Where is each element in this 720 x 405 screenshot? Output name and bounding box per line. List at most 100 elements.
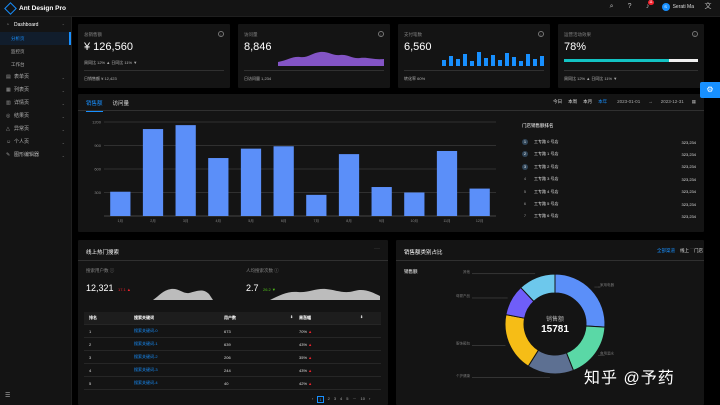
info-icon[interactable]: i <box>692 31 698 37</box>
column-header[interactable]: 周涨幅 ⇕ <box>299 315 369 321</box>
bar[interactable] <box>208 158 229 216</box>
keyword-link[interactable]: 搜索关键词-1 <box>134 341 158 346</box>
keyword-link[interactable]: 搜索关键词-3 <box>134 367 158 372</box>
pie-slice[interactable] <box>520 273 556 303</box>
range-year[interactable]: 本年 <box>598 99 608 104</box>
search-users-trend-value: 17.1 <box>117 287 126 292</box>
list-item: 2 工专路 1 号店 323,234 <box>522 150 696 158</box>
date-input[interactable]: 2023-01-01 → 2023-12-31 ▦ <box>613 99 696 105</box>
bar[interactable] <box>338 154 360 216</box>
bar[interactable] <box>469 188 490 216</box>
chevron-down-icon: ⌄ <box>61 88 65 93</box>
store-sales: 323,234 <box>681 151 696 157</box>
keyword-link[interactable]: 搜索关键词-4 <box>134 380 158 385</box>
search-icon[interactable]: ⌕ <box>609 3 614 10</box>
prev-page-button[interactable]: ‹ <box>312 396 314 401</box>
range-week[interactable]: 本周 <box>568 99 578 104</box>
user-menu[interactable]: S Serati Ma <box>661 3 694 11</box>
sidebar-group-exception[interactable]: △ 异常页 ⌄ <box>0 123 71 136</box>
more-icon[interactable]: ··· <box>690 246 696 252</box>
x-tick-label: 12月 <box>476 218 484 223</box>
payments-mini-bar-chart <box>442 52 544 66</box>
keyword-link[interactable]: 搜索关键词-2 <box>134 354 158 359</box>
table-row: 5 搜索关键词-4 40 42% ▲ <box>84 377 381 390</box>
caret-up-icon: ▲ <box>307 367 313 373</box>
store-sales: 323,234 <box>681 176 696 182</box>
column-header[interactable]: 用户数 ⇕ <box>224 315 299 321</box>
range-month[interactable]: 本月 <box>583 99 593 104</box>
sidebar-item-workplace[interactable]: 工作台 <box>11 62 25 67</box>
bar[interactable] <box>436 150 458 216</box>
info-icon[interactable]: i <box>538 31 544 37</box>
range-today[interactable]: 今日 <box>553 99 563 104</box>
menu-fold-icon[interactable]: ☰ <box>5 393 11 399</box>
bar[interactable] <box>273 146 294 216</box>
sidebar-item-monitor[interactable]: 监控页 <box>11 49 25 54</box>
chevron-down-icon: ⌄ <box>61 75 65 80</box>
bar[interactable] <box>404 192 425 217</box>
store-name: 工专路 3 号店 <box>534 176 559 182</box>
caret-up-icon: ▲ <box>307 328 313 334</box>
page-item[interactable]: 10 <box>360 396 365 401</box>
sidebar-group-profile[interactable]: ▥ 详情页 ⌄ <box>0 97 71 110</box>
sidebar-group-form[interactable]: ▤ 表单页 ⌄ <box>0 71 71 84</box>
store-name: 工专路 0 号店 <box>534 139 559 144</box>
store-sales: 323,234 <box>681 139 696 145</box>
bar[interactable] <box>371 187 392 216</box>
page-item[interactable]: 1 <box>317 396 324 403</box>
sidebar-group-label: Dashboard <box>14 22 39 28</box>
info-icon[interactable]: i <box>218 31 224 37</box>
sidebar-group-dashboard[interactable]: ◔ Dashboard ⌃ <box>0 19 71 32</box>
page-item[interactable]: 3 <box>333 396 337 401</box>
tab-online[interactable]: 线上 <box>680 248 689 253</box>
share-title: 销售额类别占比 <box>404 250 443 256</box>
chevron-down-icon: ⌄ <box>61 153 65 158</box>
pie-slice-label: 母婴产品 <box>456 293 470 298</box>
more-icon[interactable]: ··· <box>374 246 380 252</box>
bell-icon[interactable]: ♪ 11 <box>645 0 655 10</box>
bar[interactable] <box>240 148 262 216</box>
list-item: 3 工专路 2 号店 323,234 <box>522 163 696 171</box>
stat-title: 支付笔数 <box>404 32 422 37</box>
keyword-link[interactable]: 搜索关键词-0 <box>134 328 158 333</box>
info-icon[interactable]: ⓘ <box>109 268 115 273</box>
tab-store[interactable]: 门店 <box>694 248 703 253</box>
keyword-link-wrap: 搜索关键词-0 <box>134 328 224 334</box>
info-icon[interactable]: i <box>378 31 384 37</box>
translate-icon[interactable]: 文 <box>704 3 712 10</box>
rank-number: 2 <box>522 151 528 158</box>
change-cell-wrap: 43% ▲ <box>299 342 369 347</box>
sidebar-group-editor[interactable]: ✎ 图形编辑器 ⌄ <box>0 149 71 162</box>
x-tick-label: 2月 <box>150 218 156 223</box>
page-item[interactable]: 4 <box>340 396 343 401</box>
sidebar-group-result[interactable]: ◎ 结果页 ⌄ <box>0 110 71 123</box>
sidebar-group-account[interactable]: ☺ 个人页 ⌄ <box>0 136 71 149</box>
rank-number: 4 <box>524 177 526 182</box>
settings-drawer-button[interactable]: ⚙ <box>700 82 720 98</box>
bar[interactable] <box>110 191 131 216</box>
pie-slice[interactable] <box>504 314 540 367</box>
pie-subtitle: 销售额 <box>404 269 418 275</box>
app-logo[interactable]: Ant Design Pro <box>5 3 66 13</box>
sidebar-group-label: 表单页 <box>14 74 30 80</box>
sidebar-item-analysis[interactable]: 分析页 <box>0 32 71 45</box>
page-item[interactable]: ··· <box>352 396 357 401</box>
tab-visits[interactable]: 访问量 <box>112 101 130 107</box>
dashboard-icon: ◔ <box>6 22 10 28</box>
info-icon[interactable]: ⓘ <box>274 268 279 273</box>
sidebar-group-list[interactable]: ▦ 列表页 ⌄ <box>0 84 71 97</box>
tab-sales[interactable]: 销售额 <box>86 99 103 112</box>
bar[interactable] <box>142 129 164 216</box>
page-item[interactable]: 5 <box>346 396 349 401</box>
chevron-down-icon: ⌄ <box>61 140 65 145</box>
help-icon[interactable]: ? <box>627 3 632 10</box>
tab-all-channels[interactable]: 全部渠道 <box>657 248 675 253</box>
next-page-button[interactable]: › <box>368 396 371 401</box>
search-title: 线上热门搜索 <box>86 250 120 256</box>
bar[interactable] <box>306 194 327 216</box>
date-range-picker: 今日 本周 本月 本年 2023-01-01 → 2023-12-31 ▦ <box>553 99 696 105</box>
bar[interactable] <box>175 125 196 216</box>
page-item[interactable]: 2 <box>327 396 330 401</box>
pie-subtitle-label: 销售额 <box>404 269 418 274</box>
x-tick-label: 10月 <box>411 218 419 223</box>
